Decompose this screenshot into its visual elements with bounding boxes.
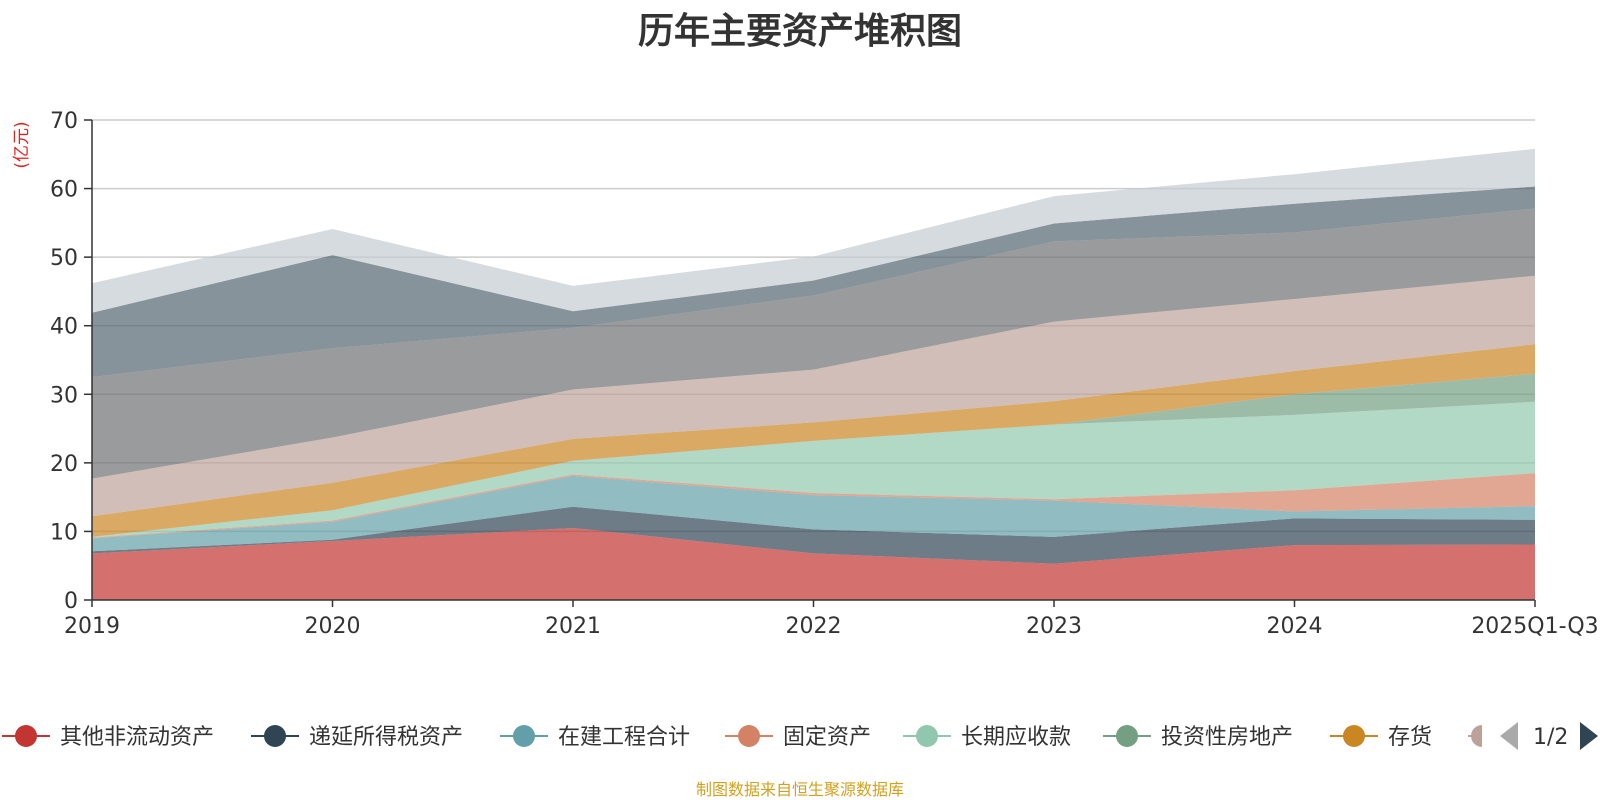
legend-label: 投资性房地产 bbox=[1161, 725, 1293, 750]
y-tick-label: 40 bbox=[50, 315, 78, 340]
legend-prev-page-icon[interactable] bbox=[1500, 722, 1518, 750]
legend-marker-icon bbox=[15, 725, 37, 747]
area-series-2 bbox=[92, 475, 1535, 552]
legend-marker-icon bbox=[916, 725, 938, 747]
source-footnote: 制图数据来自恒生聚源数据库 bbox=[695, 780, 904, 799]
legend-item[interactable]: 投资性房地产 bbox=[1103, 725, 1293, 750]
y-tick-label: 30 bbox=[50, 383, 78, 408]
area-series-8 bbox=[92, 208, 1535, 479]
legend-label: 存货 bbox=[1388, 725, 1432, 750]
area-series-9 bbox=[92, 186, 1535, 378]
x-tick-label: 2022 bbox=[786, 614, 842, 639]
x-tick-label: 2020 bbox=[305, 614, 361, 639]
y-tick-label: 0 bbox=[64, 589, 78, 614]
legend-item[interactable]: 存货 bbox=[1330, 725, 1432, 750]
legend-marker-icon bbox=[513, 725, 535, 747]
legend-label: 固定资产 bbox=[783, 725, 871, 750]
area-series-10 bbox=[92, 148, 1535, 313]
legend-page-indicator: 1/2 bbox=[1533, 725, 1568, 750]
legend-item[interactable]: 其他非流动资产 bbox=[2, 725, 214, 750]
legend-item[interactable]: 长期应收款 bbox=[903, 725, 1071, 750]
area-series-3 bbox=[92, 473, 1535, 539]
x-tick-label: 2024 bbox=[1267, 614, 1323, 639]
legend-next-page-icon[interactable] bbox=[1580, 722, 1598, 750]
legend-item[interactable]: 在建工程合计 bbox=[500, 725, 690, 750]
legend-label: 其他非流动资产 bbox=[60, 725, 214, 750]
axes: 0 10 20 30 40 50 60 70 2019 2020 2021 2022 2023 2024 2… bbox=[12, 109, 1599, 639]
legend-marker-icon bbox=[1343, 725, 1365, 747]
area-series-7 bbox=[92, 275, 1535, 517]
area-series-6 bbox=[92, 344, 1535, 537]
legend-label: 递延所得税资产 bbox=[309, 725, 463, 750]
legend-marker-icon bbox=[1471, 725, 1482, 747]
area-series-5 bbox=[92, 373, 1535, 537]
x-tick-label: 2021 bbox=[545, 614, 601, 639]
area-series-4 bbox=[92, 401, 1535, 538]
y-axis-unit-label: (亿元) bbox=[12, 121, 32, 168]
area-series-0 bbox=[92, 528, 1535, 600]
legend-marker-icon bbox=[1116, 725, 1138, 747]
legend-label: 长期应收款 bbox=[961, 725, 1071, 750]
x-tick-label: 2023 bbox=[1026, 614, 1082, 639]
y-tick-label: 60 bbox=[50, 178, 78, 203]
y-tick-label: 50 bbox=[50, 246, 78, 271]
y-tick-label: 10 bbox=[50, 520, 78, 545]
chart-title: 历年主要资产堆积图 bbox=[637, 11, 962, 52]
legend-item[interactable]: 固定资产 bbox=[725, 725, 871, 750]
x-tick-label: 2019 bbox=[64, 614, 120, 639]
y-tick-label: 70 bbox=[50, 109, 78, 134]
legend-marker-icon bbox=[738, 725, 760, 747]
legend-marker-icon bbox=[264, 725, 286, 747]
area-series-1 bbox=[92, 506, 1535, 564]
legend-item[interactable]: 递延所得税资产 bbox=[251, 725, 463, 750]
y-tick-label: 20 bbox=[50, 452, 78, 477]
legend-label: 在建工程合计 bbox=[558, 725, 690, 750]
area-series bbox=[92, 148, 1535, 600]
legend: 其他非流动资产 递延所得税资产 在建工程合计 固定资产 长期应收款 投资性房地产 存货 1/2 bbox=[2, 722, 1598, 750]
x-tick-label: 2025Q1-Q3 bbox=[1471, 614, 1598, 639]
